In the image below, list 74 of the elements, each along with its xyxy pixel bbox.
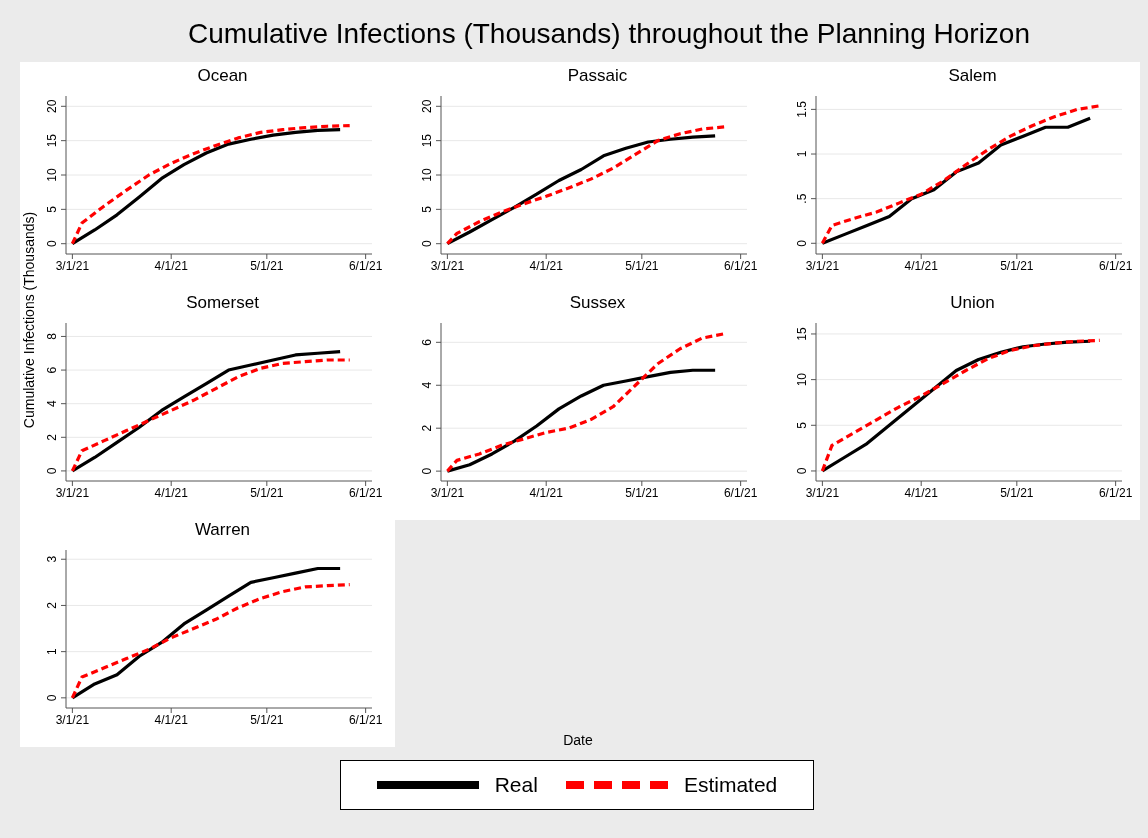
x-tick-label: 6/1/21 bbox=[1098, 485, 1133, 500]
x-tick-label: 3/1/21 bbox=[55, 712, 90, 727]
y-tick-label: 20 bbox=[420, 99, 434, 113]
text: Date bbox=[563, 732, 593, 748]
x-tick-label: 5/1/21 bbox=[625, 258, 659, 273]
x-tick-label: 6/1/21 bbox=[723, 485, 758, 500]
y-tick-label: 5 bbox=[795, 421, 809, 429]
y-tick-label: 1 bbox=[45, 647, 59, 655]
chart-title: Warren bbox=[194, 520, 251, 539]
y-tick-label: 6 bbox=[420, 338, 434, 346]
chart-title: Somerset bbox=[186, 293, 259, 312]
y-tick-label: 4 bbox=[45, 400, 59, 408]
line-series bbox=[445, 368, 717, 473]
y-tick-label: 0 bbox=[420, 467, 434, 475]
x-tick-label: 5/1/21 bbox=[1000, 485, 1034, 500]
line-series bbox=[70, 583, 352, 700]
line-series bbox=[70, 566, 342, 700]
y-tick-label: 2 bbox=[45, 601, 59, 609]
text: Cumulative Infections (Thousands) throughout the Planning Horizon bbox=[187, 18, 1031, 49]
chart-title: Ocean bbox=[197, 66, 248, 85]
x-tick-label: 6/1/21 bbox=[348, 258, 383, 273]
y-tick-label: 4 bbox=[420, 381, 434, 389]
x-tick-label: 3/1/21 bbox=[805, 485, 840, 500]
y-tick-label: 0 bbox=[795, 467, 809, 475]
x-tick-label: 4/1/21 bbox=[529, 258, 564, 273]
legend-label: Estimated bbox=[683, 773, 778, 796]
y-tick-label: 0 bbox=[420, 240, 434, 248]
y-tick-label: 0 bbox=[45, 694, 59, 702]
y-tick-label: .5 bbox=[795, 193, 809, 204]
y-tick-label: 0 bbox=[45, 467, 59, 475]
x-tick-label: 3/1/21 bbox=[55, 485, 90, 500]
y-tick-label: 10 bbox=[45, 168, 59, 182]
y-tick-label: 8 bbox=[45, 332, 59, 340]
x-tick-label: 5/1/21 bbox=[250, 712, 284, 727]
chart-title: Salem bbox=[948, 66, 997, 85]
x-tick-label: 3/1/21 bbox=[55, 258, 90, 273]
x-tick-label: 4/1/21 bbox=[154, 258, 189, 273]
x-tick-label: 5/1/21 bbox=[250, 258, 284, 273]
y-tick-label: 1 bbox=[795, 150, 809, 158]
x-tick-label: 3/1/21 bbox=[805, 258, 840, 273]
text: Cumulative Infections (Thousands) bbox=[21, 211, 37, 429]
chart-title: Passaic bbox=[567, 66, 628, 85]
y-tick-label: 15 bbox=[420, 133, 434, 148]
x-tick-label: 4/1/21 bbox=[904, 258, 939, 273]
y-tick-label: 15 bbox=[45, 133, 59, 148]
x-tick-label: 6/1/21 bbox=[723, 258, 758, 273]
y-tick-label: 6 bbox=[45, 366, 59, 374]
y-tick-label: 10 bbox=[795, 372, 809, 387]
x-tick-label: 5/1/21 bbox=[250, 485, 284, 500]
y-tick-label: 2 bbox=[420, 424, 434, 432]
chart-title: Union bbox=[950, 293, 995, 312]
x-tick-label: 5/1/21 bbox=[625, 485, 659, 500]
y-tick-label: 5 bbox=[420, 205, 434, 213]
x-tick-label: 5/1/21 bbox=[1000, 258, 1034, 273]
y-tick-label: 0 bbox=[795, 239, 809, 247]
y-tick-label: 1.5 bbox=[795, 100, 809, 118]
legend-label: Real bbox=[494, 773, 538, 796]
x-tick-label: 4/1/21 bbox=[529, 485, 564, 500]
chart-title: Sussex bbox=[569, 293, 626, 312]
y-tick-label: 2 bbox=[45, 433, 59, 441]
y-tick-label: 20 bbox=[45, 99, 59, 113]
x-tick-label: 4/1/21 bbox=[154, 485, 189, 500]
x-tick-label: 6/1/21 bbox=[1098, 258, 1133, 273]
x-tick-label: 6/1/21 bbox=[348, 712, 383, 727]
y-tick-label: 3 bbox=[45, 555, 59, 563]
x-tick-label: 4/1/21 bbox=[904, 485, 939, 500]
y-tick-label: 15 bbox=[795, 326, 809, 341]
x-tick-label: 4/1/21 bbox=[154, 712, 189, 727]
x-tick-label: 3/1/21 bbox=[430, 258, 465, 273]
x-tick-label: 3/1/21 bbox=[430, 485, 465, 500]
y-tick-label: 10 bbox=[420, 168, 434, 182]
x-tick-label: 6/1/21 bbox=[348, 485, 383, 500]
y-tick-label: 0 bbox=[45, 240, 59, 248]
y-tick-label: 5 bbox=[45, 205, 59, 213]
